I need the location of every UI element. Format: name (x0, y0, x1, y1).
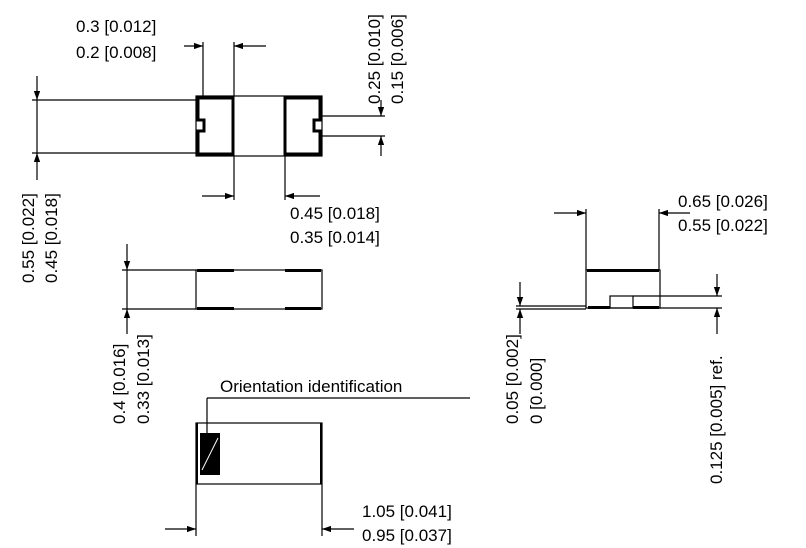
length-max-label: 1.05 [0.041] (362, 502, 452, 521)
side-view-term-right (285, 307, 321, 310)
pad-gap-max-label: 0.45 [0.018] (290, 204, 380, 223)
top-view: 0.3 [0.012] 0.2 [0.008] 0.25 [0.010] 0.1… (19, 14, 407, 283)
side-view-cap-right (285, 269, 321, 272)
end-view-pad (609, 295, 634, 309)
end-view-term-left (588, 306, 610, 309)
end-width-max-label: 0.65 [0.026] (678, 192, 768, 211)
orientation-label: Orientation identification (220, 377, 402, 396)
pad-gap-min-label: 0.35 [0.014] (290, 228, 380, 247)
pad-width-min-label: 0.2 [0.008] (76, 43, 156, 62)
top-view-right-pad (283, 96, 322, 156)
standoff-max-label: 0.05 [0.002] (503, 334, 522, 424)
length-min-label: 0.95 [0.037] (362, 526, 452, 545)
bottom-view: Orientation identification 1.05 [0.041] … (165, 377, 470, 545)
end-view-term-right (633, 306, 659, 309)
end-view-body (585, 269, 661, 309)
height-max-label: 0.4 [0.016] (110, 344, 129, 424)
standoff-min-label: 0 [0.000] (527, 358, 546, 424)
body-width-min-label: 0.45 [0.018] (42, 193, 61, 283)
height-min-label: 0.33 [0.013] (134, 334, 153, 424)
side-view-body (195, 269, 323, 310)
pad-inner-min-label: 0.15 [0.006] (388, 14, 407, 104)
side-view-term-left (197, 307, 234, 310)
end-view-cap (587, 269, 659, 272)
side-view: 0.4 [0.016] 0.33 [0.013] (110, 244, 323, 424)
top-view-body (195, 95, 323, 157)
side-view-cap-left (197, 269, 234, 272)
pad-width-max-label: 0.3 [0.012] (76, 17, 156, 36)
bottom-view-edge-right (320, 423, 322, 484)
end-view: 0.65 [0.026] 0.55 [0.022] 0.05 [0.002] 0… (503, 192, 768, 484)
body-width-max-label: 0.55 [0.022] (19, 193, 38, 283)
pad-ref-label: 0.125 [0.005] ref. (707, 355, 726, 484)
pad-inner-max-label: 0.25 [0.010] (365, 14, 384, 104)
top-view-left-pad (196, 96, 235, 156)
bottom-view-edge-left (196, 423, 198, 484)
end-width-min-label: 0.55 [0.022] (678, 216, 768, 235)
